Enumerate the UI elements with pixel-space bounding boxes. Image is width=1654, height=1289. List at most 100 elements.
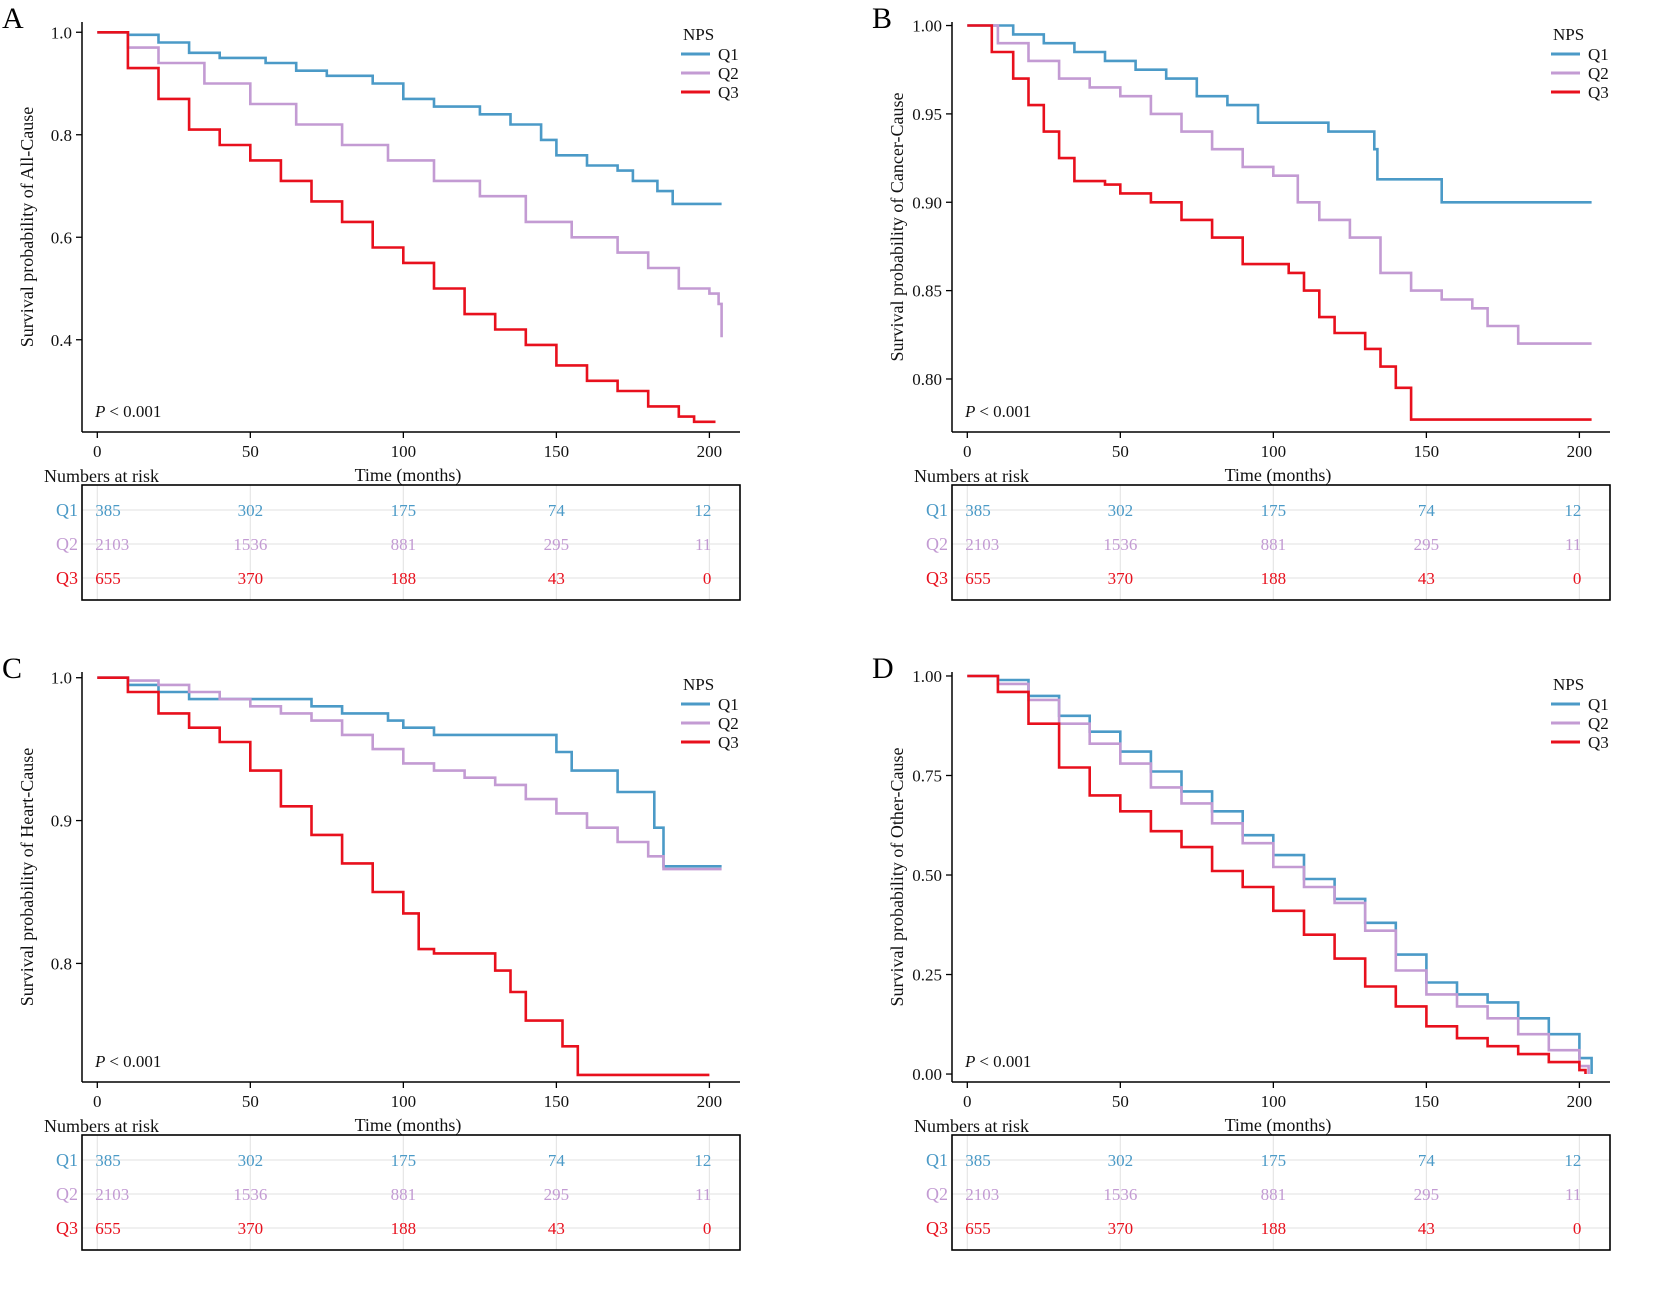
y-tick-label: 0.8 [51, 954, 72, 973]
km-curve-q1 [97, 676, 722, 868]
x-tick-label: 100 [1261, 442, 1287, 461]
risk-count: 188 [1261, 1219, 1287, 1238]
risk-count: 370 [1108, 569, 1134, 588]
legend-label-q2: Q2 [1588, 714, 1609, 733]
risk-count: 188 [1261, 569, 1287, 588]
risk-row-label-q2: Q2 [926, 1184, 948, 1204]
risk-count: 881 [1261, 1185, 1287, 1204]
risk-row-label-q1: Q1 [926, 500, 948, 520]
risk-count: 1536 [1103, 535, 1137, 554]
km-curve-q1 [97, 30, 722, 206]
y-axis-title: Survival probability of Cancer-Cause [887, 92, 907, 361]
p-value-label: P < 0.001 [964, 402, 1031, 421]
legend-label-q3: Q3 [1588, 733, 1609, 752]
legend-label-q1: Q1 [1588, 695, 1609, 714]
km-curve-q1 [967, 24, 1592, 204]
risk-count: 385 [95, 501, 121, 520]
legend-label-q2: Q2 [718, 714, 739, 733]
risk-count: 2103 [965, 1185, 999, 1204]
y-tick-label: 0.00 [912, 1065, 942, 1084]
x-tick-label: 150 [544, 442, 570, 461]
km-curve-q2 [97, 676, 722, 871]
x-tick-label: 100 [391, 442, 417, 461]
risk-count: 655 [965, 569, 991, 588]
x-tick-label: 0 [963, 1092, 972, 1111]
risk-count: 175 [391, 501, 417, 520]
risk-count: 12 [1564, 1151, 1581, 1170]
risk-table-title: Numbers at risk [914, 466, 1029, 486]
risk-table-title: Numbers at risk [44, 1116, 159, 1136]
y-axis-title: Survival probability of All-Cause [17, 107, 37, 347]
risk-count: 12 [694, 501, 711, 520]
risk-count: 74 [548, 501, 566, 520]
risk-count: 74 [548, 1151, 566, 1170]
risk-count: 385 [965, 1151, 991, 1170]
y-tick-label: 1.0 [51, 669, 72, 688]
legend-label-q2: Q2 [718, 64, 739, 83]
risk-count: 43 [1418, 1219, 1435, 1238]
risk-count: 2103 [965, 535, 999, 554]
x-tick-label: 0 [93, 1092, 102, 1111]
risk-count: 0 [1573, 569, 1582, 588]
y-tick-label: 0.90 [912, 193, 942, 212]
legend-label-q2: Q2 [1588, 64, 1609, 83]
y-tick-label: 0.85 [912, 282, 942, 301]
x-tick-label: 100 [391, 1092, 417, 1111]
panel-letter: C [2, 652, 22, 685]
risk-row-label-q1: Q1 [926, 1150, 948, 1170]
legend-label-q1: Q1 [718, 695, 739, 714]
km-curve-q1 [967, 674, 1593, 1074]
x-axis-title: Time (months) [1225, 465, 1332, 486]
risk-count: 1536 [233, 1185, 267, 1204]
legend-label-q3: Q3 [1588, 83, 1609, 102]
risk-count: 43 [1418, 569, 1435, 588]
risk-table-title: Numbers at risk [914, 1116, 1029, 1136]
km-curve-q2 [967, 24, 1592, 345]
risk-count: 188 [391, 1219, 417, 1238]
risk-row-label-q2: Q2 [56, 534, 78, 554]
panel-letter: B [872, 2, 892, 35]
risk-count: 74 [1418, 1151, 1436, 1170]
risk-count: 302 [1108, 501, 1134, 520]
x-tick-label: 200 [1567, 1092, 1593, 1111]
km-curve-q2 [967, 674, 1590, 1074]
risk-count: 385 [95, 1151, 121, 1170]
risk-count: 370 [238, 569, 264, 588]
risk-row-label-q1: Q1 [56, 1150, 78, 1170]
risk-count: 302 [238, 501, 264, 520]
y-tick-label: 0.6 [51, 228, 72, 247]
risk-count: 11 [1565, 535, 1581, 554]
x-tick-label: 100 [1261, 1092, 1287, 1111]
risk-count: 175 [1261, 501, 1287, 520]
risk-count: 2103 [95, 1185, 129, 1204]
risk-count: 302 [238, 1151, 264, 1170]
x-tick-label: 0 [93, 442, 102, 461]
risk-count: 175 [391, 1151, 417, 1170]
risk-table-box [951, 1134, 1611, 1251]
risk-count: 43 [548, 569, 565, 588]
risk-table-title: Numbers at risk [44, 466, 159, 486]
risk-count: 74 [1418, 501, 1436, 520]
x-tick-label: 50 [1112, 1092, 1129, 1111]
y-tick-label: 0.75 [912, 766, 942, 785]
risk-count: 655 [95, 1219, 121, 1238]
legend-label-q3: Q3 [718, 733, 739, 752]
km-curve-q3 [97, 30, 716, 424]
risk-count: 655 [95, 569, 121, 588]
x-axis-title: Time (months) [1225, 1115, 1332, 1136]
risk-row-label-q3: Q3 [926, 568, 948, 588]
legend-title: NPS [1553, 675, 1584, 694]
risk-count: 43 [548, 1219, 565, 1238]
km-curve-q2 [97, 30, 723, 338]
risk-row-label-q2: Q2 [926, 534, 948, 554]
p-value-label: P < 0.001 [94, 402, 161, 421]
y-tick-label: 0.8 [51, 126, 72, 145]
risk-count: 1536 [1103, 1185, 1137, 1204]
y-tick-label: 0.80 [912, 370, 942, 389]
x-tick-label: 150 [544, 1092, 570, 1111]
risk-count: 295 [1414, 535, 1440, 554]
risk-table-box [951, 484, 1611, 601]
km-curve-q3 [967, 674, 1587, 1074]
risk-row-label-q3: Q3 [56, 568, 78, 588]
